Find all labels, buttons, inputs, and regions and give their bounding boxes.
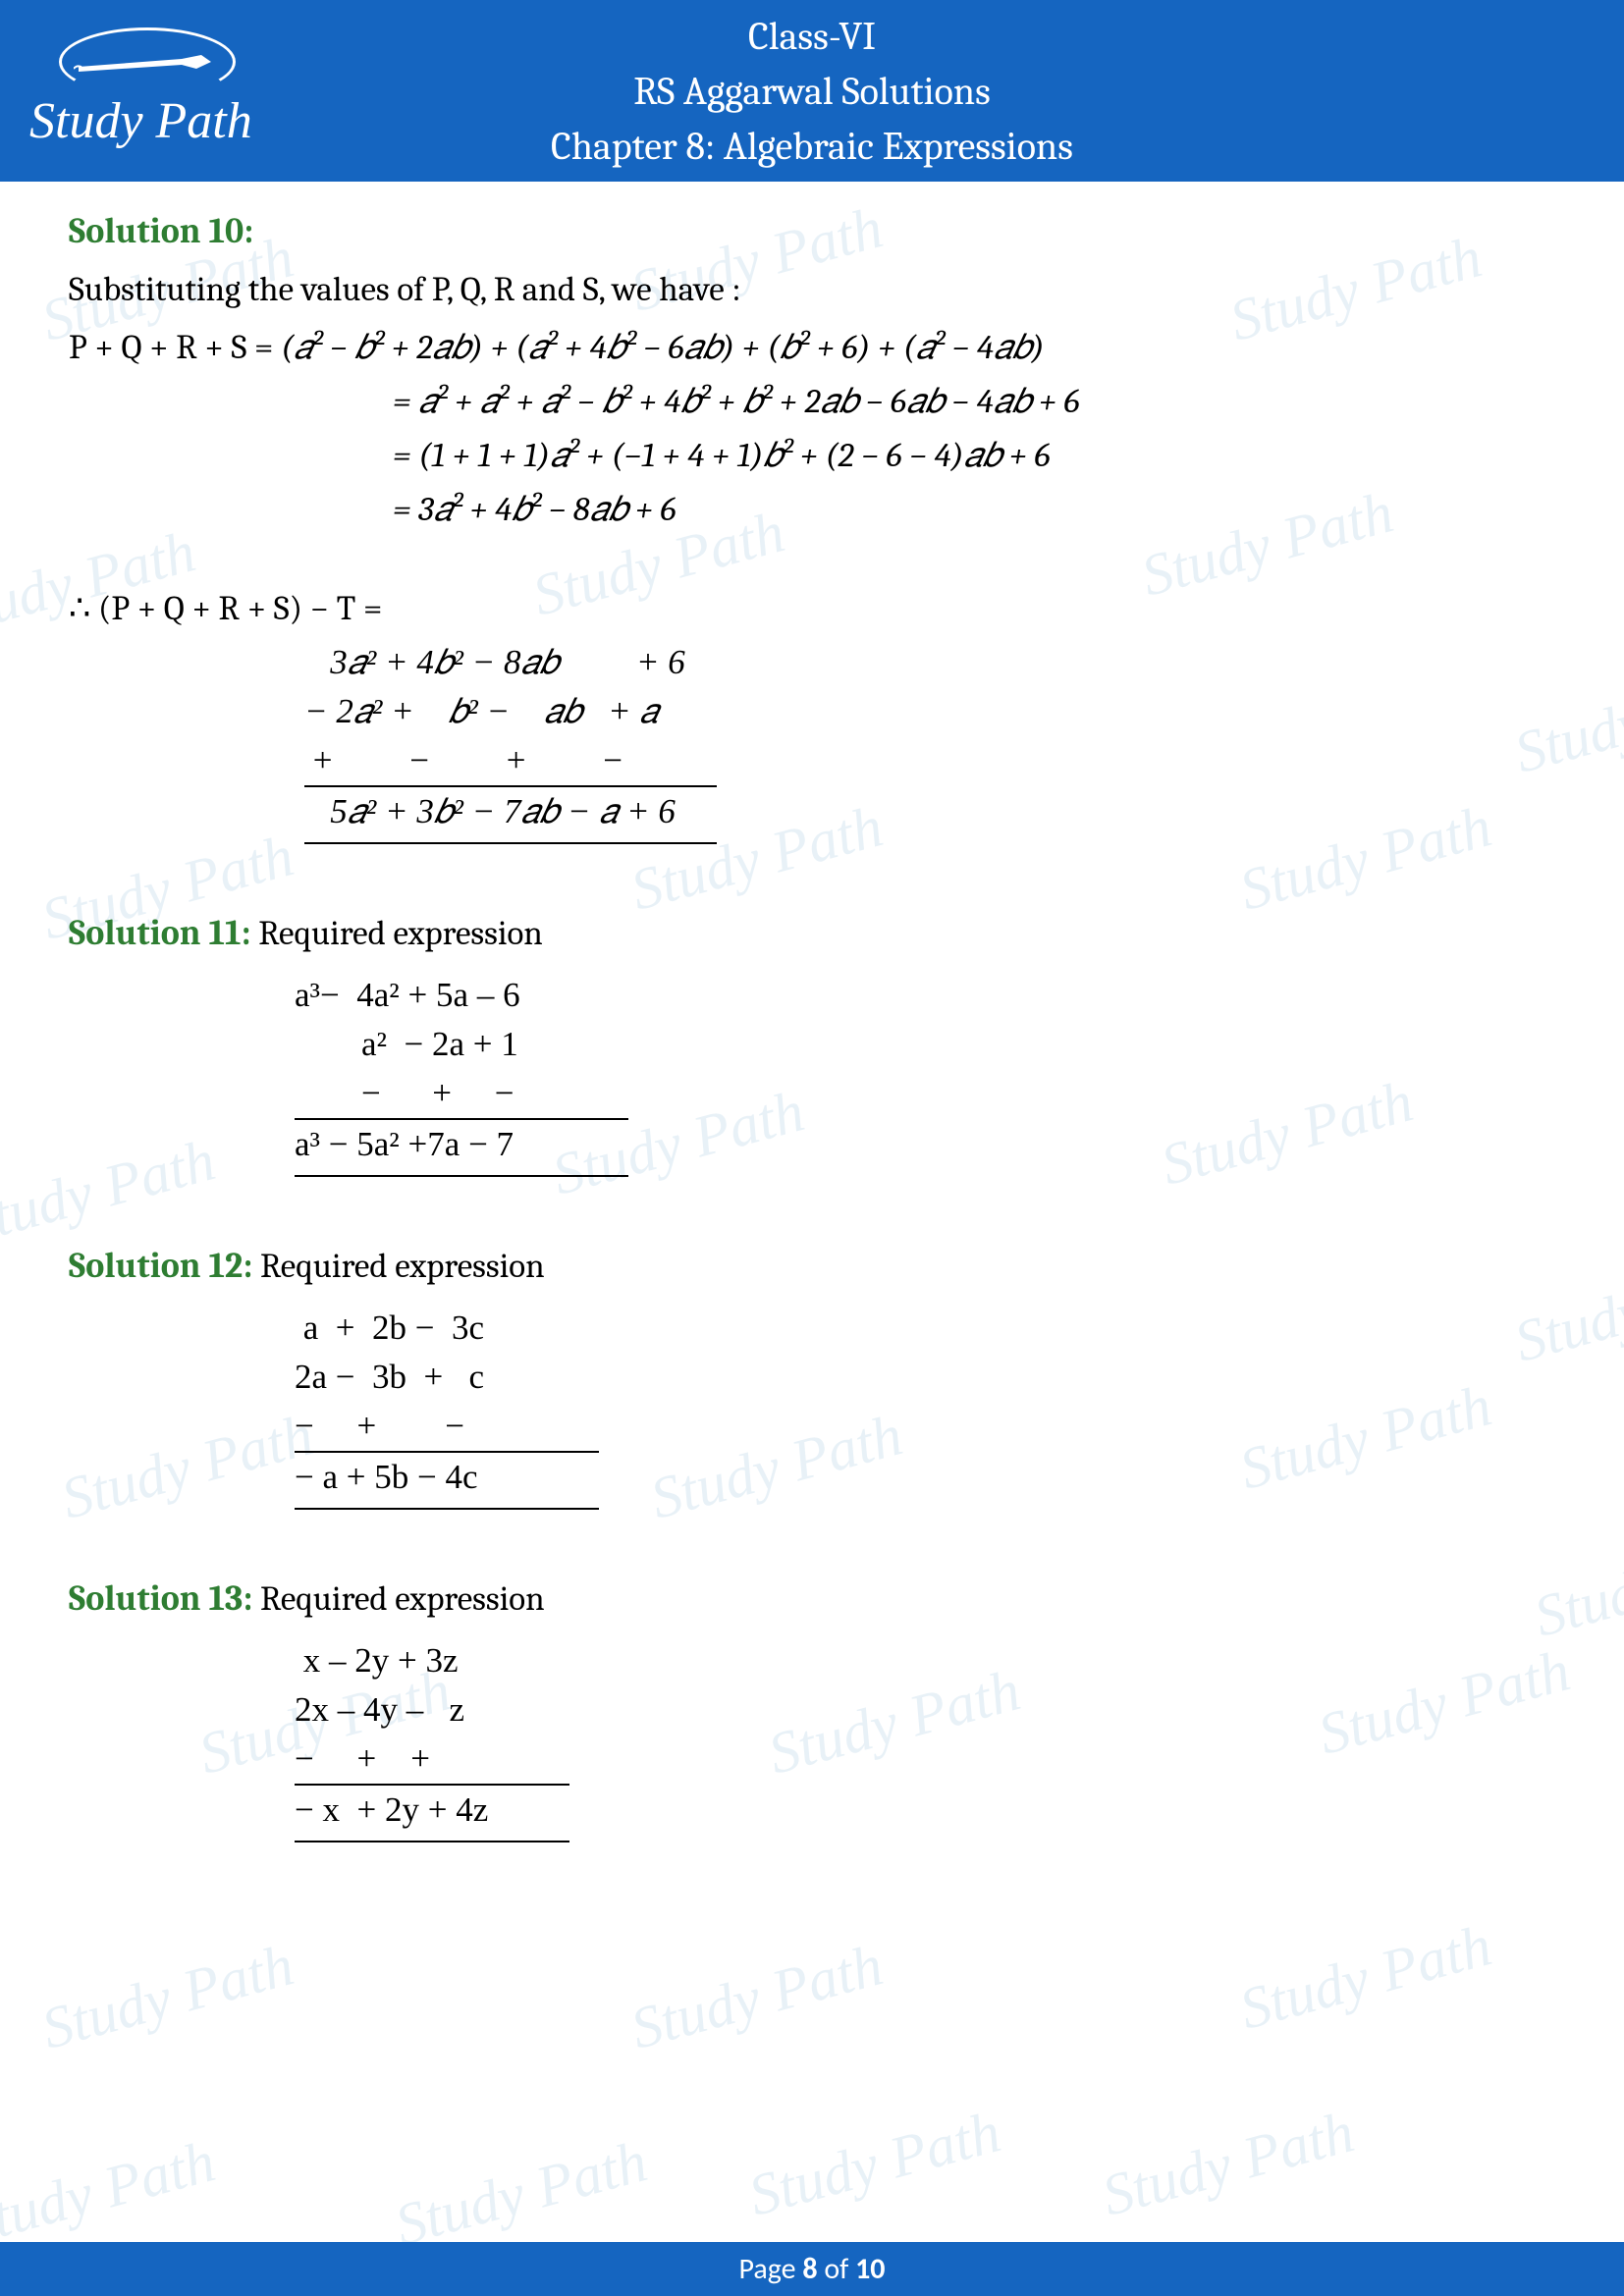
- equation-line: = (1 + 1 + 1)𝑎² + (−1 + 4 + 1)𝑏² + (2 − …: [393, 435, 1555, 475]
- result-row: − x + 2y + 4z: [295, 1786, 1555, 1835]
- solution-label: Solution 13:: [69, 1578, 252, 1619]
- equation-line: = 3𝑎² + 4𝑏² − 8𝑎𝑏 + 6: [393, 489, 1555, 529]
- pen-icon: [74, 47, 221, 77]
- footer-page: 8: [802, 2251, 817, 2287]
- solution-12: Solution 12: Required expression a + 2b …: [69, 1246, 1555, 1510]
- solution-label: Solution 11:: [69, 913, 251, 953]
- footer-total: 10: [855, 2251, 885, 2287]
- sign-row: − + +: [295, 1735, 1555, 1784]
- rule-line: [304, 842, 717, 844]
- calc-row: 2x – 4y – z: [295, 1685, 1555, 1735]
- intro-text: Substituting the values of P, Q, R and S…: [69, 269, 1555, 309]
- calc-row: x – 2y + 3z: [295, 1636, 1555, 1685]
- solution-title: Required expression: [251, 913, 543, 953]
- subtraction-block: 3𝑎² + 4𝑏² − 8𝑎𝑏 + 6 − 2𝑎² + 𝑏² − 𝑎𝑏 + 𝑎 …: [304, 638, 1555, 844]
- calc-row: 3𝑎² + 4𝑏² − 8𝑎𝑏 + 6: [304, 638, 1555, 687]
- solution-label: Solution 10:: [69, 211, 253, 251]
- header-chapter: Chapter 8: Algebraic Expressions: [551, 119, 1073, 174]
- footer-prefix: Page: [739, 2251, 803, 2287]
- logo-text: Study Path: [29, 92, 252, 150]
- calc-row: − 2𝑎² + 𝑏² − 𝑎𝑏 + 𝑎: [304, 687, 1555, 736]
- header-class: Class-VI: [551, 9, 1073, 64]
- sign-row: − + −: [295, 1069, 1555, 1118]
- solution-13: Solution 13: Required expression x – 2y …: [69, 1578, 1555, 1842]
- logo: Study Path: [20, 23, 295, 160]
- subtraction-block: x – 2y + 3z 2x – 4y – z − + + − x + 2y +…: [295, 1636, 1555, 1842]
- calc-row: a + 2b − 3c: [295, 1304, 1555, 1353]
- equation-line: = 𝑎² + 𝑎² + 𝑎² − 𝑏² + 4𝑏² + 𝑏² + 2𝑎𝑏 − 6…: [393, 381, 1555, 421]
- eq-rhs: (𝑎² − 𝑏² + 2𝑎𝑏) + (𝑎² + 4𝑏² − 6𝑎𝑏) + (𝑏²…: [281, 327, 1045, 367]
- sign-row: − + −: [295, 1402, 1555, 1451]
- therefore-line: ∴ (P + Q + R + S) − T =: [69, 588, 1555, 628]
- rule-line: [295, 1841, 569, 1842]
- solution-title: Required expression: [252, 1246, 544, 1286]
- calc-row: a² − 2a + 1: [295, 1020, 1555, 1069]
- rule-line: [295, 1175, 628, 1177]
- sign-row: + − + −: [304, 736, 1555, 785]
- solution-label: Solution 12:: [69, 1246, 252, 1286]
- page-content: Solution 10: Substituting the values of …: [0, 182, 1624, 1842]
- page-footer: Page 8 of 10: [0, 2242, 1624, 2296]
- header-titles: Class-VI RS Aggarwal Solutions Chapter 8…: [551, 9, 1073, 174]
- solution-11: Solution 11: Required expression a³− 4a²…: [69, 913, 1555, 1177]
- page-header: Study Path Class-VI RS Aggarwal Solution…: [0, 0, 1624, 182]
- result-row: 5𝑎² + 3𝑏² − 7𝑎𝑏 − 𝑎 + 6: [304, 787, 1555, 836]
- equation-line: P + Q + R + S = (𝑎² − 𝑏² + 2𝑎𝑏) + (𝑎² + …: [69, 327, 1555, 367]
- result-row: a³ − 5a² +7a − 7: [295, 1120, 1555, 1169]
- result-row: − a + 5b − 4c: [295, 1453, 1555, 1502]
- header-book: RS Aggarwal Solutions: [551, 64, 1073, 119]
- solution-10: Solution 10: Substituting the values of …: [69, 211, 1555, 844]
- footer-of: of: [818, 2251, 856, 2287]
- eq-lhs: P + Q + R + S =: [69, 327, 281, 367]
- rule-line: [295, 1508, 599, 1510]
- subtraction-block: a + 2b − 3c 2a − 3b + c − + − − a + 5b −…: [295, 1304, 1555, 1510]
- solution-title: Required expression: [252, 1578, 544, 1619]
- subtraction-block: a³− 4a² + 5a – 6 a² − 2a + 1 − + − a³ − …: [295, 971, 1555, 1177]
- calc-row: a³− 4a² + 5a – 6: [295, 971, 1555, 1020]
- calc-row: 2a − 3b + c: [295, 1353, 1555, 1402]
